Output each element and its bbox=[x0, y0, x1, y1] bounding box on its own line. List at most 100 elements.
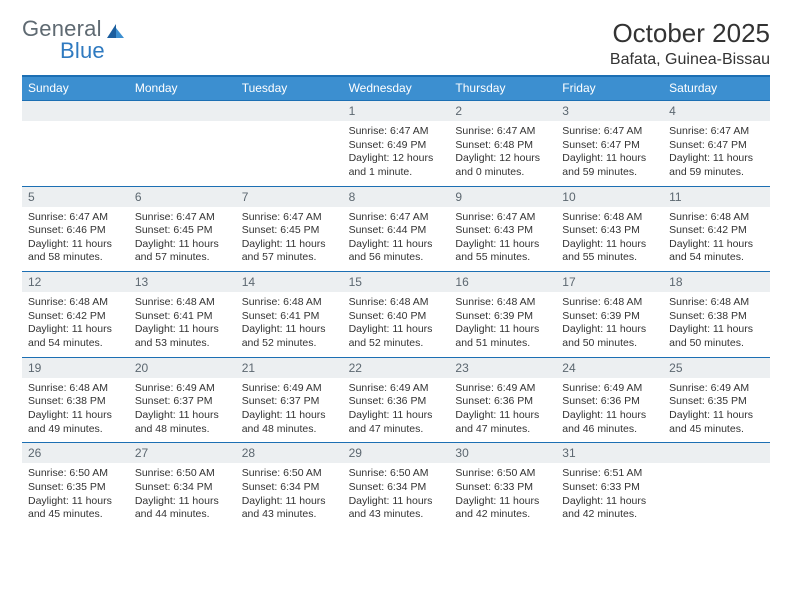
day-number: 7 bbox=[236, 187, 343, 207]
day-cell: 4Sunrise: 6:47 AMSunset: 6:47 PMDaylight… bbox=[663, 101, 770, 186]
daylight-line: Daylight: 11 hours and 55 minutes. bbox=[562, 238, 657, 265]
sunset-line: Sunset: 6:42 PM bbox=[669, 224, 764, 238]
day-body-empty bbox=[236, 121, 343, 179]
day-cell: 18Sunrise: 6:48 AMSunset: 6:38 PMDayligh… bbox=[663, 272, 770, 357]
day-number: 23 bbox=[449, 358, 556, 378]
day-cell: 1Sunrise: 6:47 AMSunset: 6:49 PMDaylight… bbox=[343, 101, 450, 186]
daylight-line: Daylight: 11 hours and 48 minutes. bbox=[242, 409, 337, 436]
weekday-wednesday: Wednesday bbox=[343, 77, 450, 100]
day-body: Sunrise: 6:47 AMSunset: 6:47 PMDaylight:… bbox=[556, 121, 663, 186]
sunset-line: Sunset: 6:39 PM bbox=[455, 310, 550, 324]
day-body: Sunrise: 6:50 AMSunset: 6:33 PMDaylight:… bbox=[449, 463, 556, 528]
sunrise-line: Sunrise: 6:48 AM bbox=[242, 296, 337, 310]
day-number: 29 bbox=[343, 443, 450, 463]
daylight-line: Daylight: 11 hours and 42 minutes. bbox=[455, 495, 550, 522]
day-number: 26 bbox=[22, 443, 129, 463]
day-body: Sunrise: 6:47 AMSunset: 6:45 PMDaylight:… bbox=[129, 207, 236, 272]
day-number: 6 bbox=[129, 187, 236, 207]
sunrise-line: Sunrise: 6:50 AM bbox=[349, 467, 444, 481]
calendar-grid: SundayMondayTuesdayWednesdayThursdayFrid… bbox=[22, 75, 770, 528]
sunrise-line: Sunrise: 6:47 AM bbox=[28, 211, 123, 225]
sunset-line: Sunset: 6:43 PM bbox=[562, 224, 657, 238]
day-body: Sunrise: 6:48 AMSunset: 6:38 PMDaylight:… bbox=[22, 378, 129, 443]
day-body: Sunrise: 6:50 AMSunset: 6:34 PMDaylight:… bbox=[236, 463, 343, 528]
weeks-container: 1 Sunrise: 6:47 AM Sunset: 6:49 PM Daylight… bbox=[22, 100, 770, 528]
sunset-line: Sunset: 6:43 PM bbox=[455, 224, 550, 238]
day-body: Sunrise: 6:50 AMSunset: 6:34 PMDaylight:… bbox=[129, 463, 236, 528]
day-number: 2 bbox=[449, 101, 556, 121]
sunset-line: Sunset: 6:36 PM bbox=[349, 395, 444, 409]
day-number: 5 bbox=[22, 187, 129, 207]
daylight-line: Daylight: 11 hours and 46 minutes. bbox=[562, 409, 657, 436]
brand-logo: GeneralBlue bbox=[22, 18, 126, 62]
day-cell: 6Sunrise: 6:47 AMSunset: 6:45 PMDaylight… bbox=[129, 187, 236, 272]
day-cell bbox=[129, 101, 236, 186]
day-number: 19 bbox=[22, 358, 129, 378]
day-cell bbox=[236, 101, 343, 186]
sunrise-line: Sunrise: 6:47 AM bbox=[669, 125, 764, 139]
sunset-line: Sunset: 6:35 PM bbox=[669, 395, 764, 409]
day-body: Sunrise: 6:48 AMSunset: 6:38 PMDaylight:… bbox=[663, 292, 770, 357]
weekday-sunday: Sunday bbox=[22, 77, 129, 100]
sunset-line: Sunset: 6:33 PM bbox=[562, 481, 657, 495]
daylight-line: Daylight: 11 hours and 43 minutes. bbox=[242, 495, 337, 522]
week-row: 26Sunrise: 6:50 AMSunset: 6:35 PMDayligh… bbox=[22, 442, 770, 528]
day-cell: 13Sunrise: 6:48 AMSunset: 6:41 PMDayligh… bbox=[129, 272, 236, 357]
daylight-line: Daylight: 12 hours and 0 minutes. bbox=[455, 152, 550, 179]
sunset-line: Sunset: 6:36 PM bbox=[562, 395, 657, 409]
calendar-page: GeneralBlue October 2025 Bafata, Guinea-… bbox=[0, 0, 792, 528]
daylight-line: Daylight: 11 hours and 44 minutes. bbox=[135, 495, 230, 522]
location-label: Bafata, Guinea-Bissau bbox=[610, 51, 770, 69]
sunrise-line: Sunrise: 6:48 AM bbox=[562, 211, 657, 225]
sunrise-line: Sunrise: 6:50 AM bbox=[28, 467, 123, 481]
sunset-line: Sunset: 6:38 PM bbox=[28, 395, 123, 409]
weekday-header-row: SundayMondayTuesdayWednesdayThursdayFrid… bbox=[22, 77, 770, 100]
weekday-saturday: Saturday bbox=[663, 77, 770, 100]
sunrise-line: Sunrise: 6:49 AM bbox=[349, 382, 444, 396]
day-body: Sunrise: 6:47 AMSunset: 6:44 PMDaylight:… bbox=[343, 207, 450, 272]
day-cell: 16Sunrise: 6:48 AMSunset: 6:39 PMDayligh… bbox=[449, 272, 556, 357]
sunrise-line: Sunrise: 6:49 AM bbox=[135, 382, 230, 396]
sunset-line: Sunset: 6:47 PM bbox=[562, 139, 657, 153]
day-number: 14 bbox=[236, 272, 343, 292]
day-body: Sunrise: 6:48 AMSunset: 6:40 PMDaylight:… bbox=[343, 292, 450, 357]
sunset-line: Sunset: 6:37 PM bbox=[135, 395, 230, 409]
sunset-line: Sunset: 6:37 PM bbox=[242, 395, 337, 409]
day-body: Sunrise: 6:47 AMSunset: 6:47 PMDaylight:… bbox=[663, 121, 770, 186]
day-number: 1 bbox=[343, 101, 450, 121]
day-number: 28 bbox=[236, 443, 343, 463]
sunrise-line: Sunrise: 6:50 AM bbox=[242, 467, 337, 481]
sunrise-line: Sunrise: 6:47 AM bbox=[135, 211, 230, 225]
day-body: Sunrise: 6:48 AMSunset: 6:41 PMDaylight:… bbox=[236, 292, 343, 357]
day-number: 20 bbox=[129, 358, 236, 378]
day-cell: 25Sunrise: 6:49 AMSunset: 6:35 PMDayligh… bbox=[663, 358, 770, 443]
sunset-line: Sunset: 6:41 PM bbox=[242, 310, 337, 324]
sunrise-line: Sunrise: 6:47 AM bbox=[562, 125, 657, 139]
week-row: 1 Sunrise: 6:47 AM Sunset: 6:49 PM Daylight… bbox=[22, 100, 770, 186]
day-body: Sunrise: 6:47 AMSunset: 6:43 PMDaylight:… bbox=[449, 207, 556, 272]
daylight-line: Daylight: 11 hours and 52 minutes. bbox=[242, 323, 337, 350]
month-title: October 2025 bbox=[610, 18, 770, 49]
sunset-line: Sunset: 6:40 PM bbox=[349, 310, 444, 324]
day-body: Sunrise: 6:48 AMSunset: 6:43 PMDaylight:… bbox=[556, 207, 663, 272]
day-number: 10 bbox=[556, 187, 663, 207]
day-number-empty bbox=[129, 101, 236, 121]
weekday-thursday: Thursday bbox=[449, 77, 556, 100]
sunrise-line: Sunrise: 6:48 AM bbox=[562, 296, 657, 310]
day-cell: 10Sunrise: 6:48 AMSunset: 6:43 PMDayligh… bbox=[556, 187, 663, 272]
day-cell: 27Sunrise: 6:50 AMSunset: 6:34 PMDayligh… bbox=[129, 443, 236, 528]
brand-word-1: General bbox=[22, 18, 102, 40]
daylight-line: Daylight: 11 hours and 54 minutes. bbox=[669, 238, 764, 265]
day-cell: 26Sunrise: 6:50 AMSunset: 6:35 PMDayligh… bbox=[22, 443, 129, 528]
sunset-line: Sunset: 6:48 PM bbox=[455, 139, 550, 153]
day-number: 17 bbox=[556, 272, 663, 292]
day-body: Sunrise: 6:50 AMSunset: 6:34 PMDaylight:… bbox=[343, 463, 450, 528]
sunset-line: Sunset: 6:34 PM bbox=[242, 481, 337, 495]
sunset-line: Sunset: 6:49 PM bbox=[349, 139, 444, 153]
day-number: 16 bbox=[449, 272, 556, 292]
day-cell: 29Sunrise: 6:50 AMSunset: 6:34 PMDayligh… bbox=[343, 443, 450, 528]
daylight-line: Daylight: 11 hours and 54 minutes. bbox=[28, 323, 123, 350]
sunrise-line: Sunrise: 6:49 AM bbox=[669, 382, 764, 396]
day-body: Sunrise: 6:47 AMSunset: 6:48 PMDaylight:… bbox=[449, 121, 556, 186]
sunset-line: Sunset: 6:38 PM bbox=[669, 310, 764, 324]
